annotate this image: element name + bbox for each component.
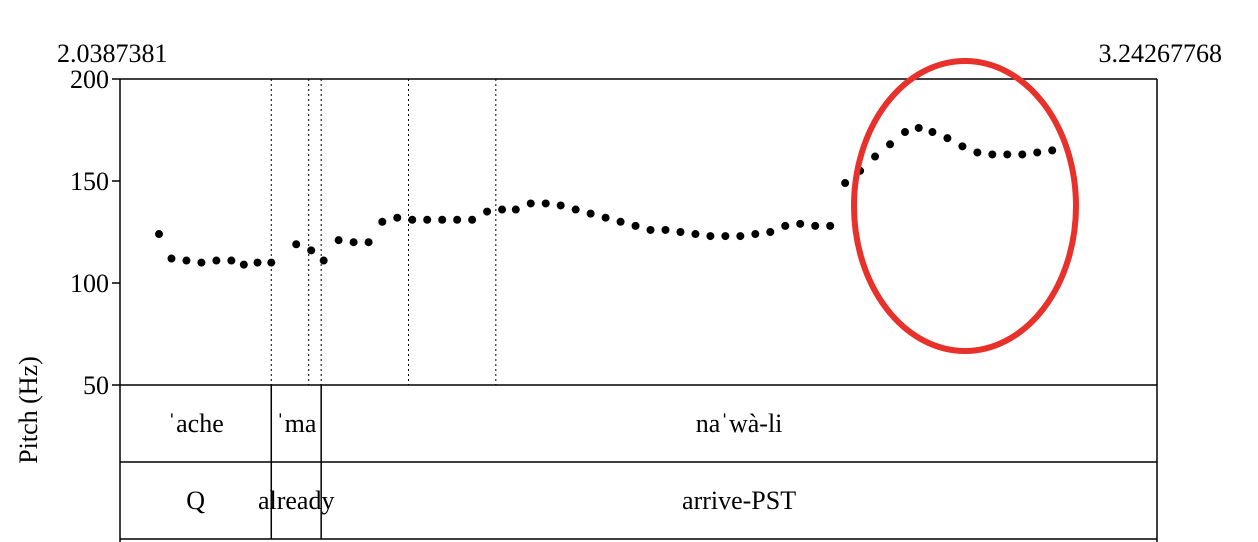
pitch-point	[167, 254, 176, 263]
x-end-label: 3.24267768	[1099, 39, 1223, 68]
pitch-point	[453, 215, 462, 224]
pitch-point	[239, 260, 248, 269]
pitch-points	[154, 123, 1057, 269]
x-start-label: 2.0387381	[57, 39, 168, 68]
tier-interval-label: ˈache	[167, 409, 223, 438]
tier-interval-label: Q	[186, 486, 205, 515]
pitch-point	[378, 217, 387, 226]
pitch-point	[781, 221, 790, 230]
pitch-point	[736, 232, 745, 241]
pitch-point	[182, 256, 191, 265]
y-ticks: 50 100 150 200	[70, 65, 120, 400]
pitch-point	[706, 232, 715, 241]
y-tick-label: 100	[70, 269, 109, 298]
y-tick-label: 150	[70, 167, 109, 196]
pitch-point	[914, 123, 923, 132]
pitch-point	[349, 238, 358, 247]
pitch-point	[676, 228, 685, 236]
pitch-point	[661, 225, 670, 234]
tier-interval-label: already	[258, 486, 335, 515]
boundary-lines	[270, 79, 497, 385]
pitch-point	[796, 219, 805, 228]
pitch-point	[511, 205, 520, 214]
pitch-point	[292, 240, 301, 249]
pitch-point	[901, 128, 910, 137]
pitch-point	[468, 215, 477, 224]
pitch-point	[307, 246, 316, 255]
pitch-point	[212, 256, 221, 265]
pitch-point	[267, 258, 276, 267]
pitch-point	[319, 256, 328, 265]
pitch-point	[423, 215, 432, 224]
pitch-point	[721, 232, 730, 241]
pitch-point	[526, 199, 535, 208]
pitch-point	[841, 179, 850, 188]
pitch-point	[616, 217, 625, 226]
y-tick-label: 200	[70, 65, 109, 94]
pitch-point	[766, 228, 775, 236]
pitch-point	[886, 140, 895, 149]
pitch-point	[631, 221, 640, 230]
pitch-point	[541, 199, 550, 208]
pitch-point	[826, 221, 835, 230]
pitch-point	[1033, 148, 1042, 157]
pitch-point	[334, 236, 343, 245]
pitch-point	[438, 215, 447, 224]
pitch-point	[393, 213, 402, 222]
pitch-point	[988, 150, 997, 159]
pitch-point	[154, 230, 163, 239]
pitch-point	[1048, 146, 1057, 155]
pitch-point	[1003, 150, 1012, 159]
pitch-point	[483, 207, 492, 216]
pitch-point	[227, 256, 236, 265]
tier-interval-label: ˈma	[276, 409, 317, 438]
annotation-tiers: ˈache ˈma naˈwà-li Q already arrive-PST	[167, 385, 796, 539]
tier-interval-label: naˈwà-li	[696, 409, 783, 438]
tier-interval-label: arrive-PST	[682, 486, 796, 515]
pitch-point	[958, 142, 967, 151]
pitch-point	[586, 209, 595, 218]
pitch-point	[973, 148, 982, 157]
pitch-point	[646, 225, 655, 234]
pitch-point	[253, 258, 262, 267]
pitch-point	[691, 230, 700, 239]
pitch-point	[197, 258, 206, 267]
y-axis-label: Pitch (Hz)	[14, 356, 43, 464]
pitch-point	[408, 215, 417, 224]
highlight-ellipse	[851, 58, 1079, 354]
pitch-point	[1018, 150, 1027, 159]
pitch-point	[571, 205, 580, 214]
pitch-point	[556, 201, 565, 210]
pitch-point	[811, 221, 820, 230]
y-tick-label: 50	[83, 371, 109, 400]
pitch-point	[601, 213, 610, 222]
pitch-point	[943, 134, 952, 143]
pitch-point	[928, 128, 937, 137]
pitch-point	[871, 152, 880, 161]
pitch-point	[364, 238, 373, 247]
pitch-point	[751, 230, 760, 239]
pitch-point	[498, 205, 507, 214]
